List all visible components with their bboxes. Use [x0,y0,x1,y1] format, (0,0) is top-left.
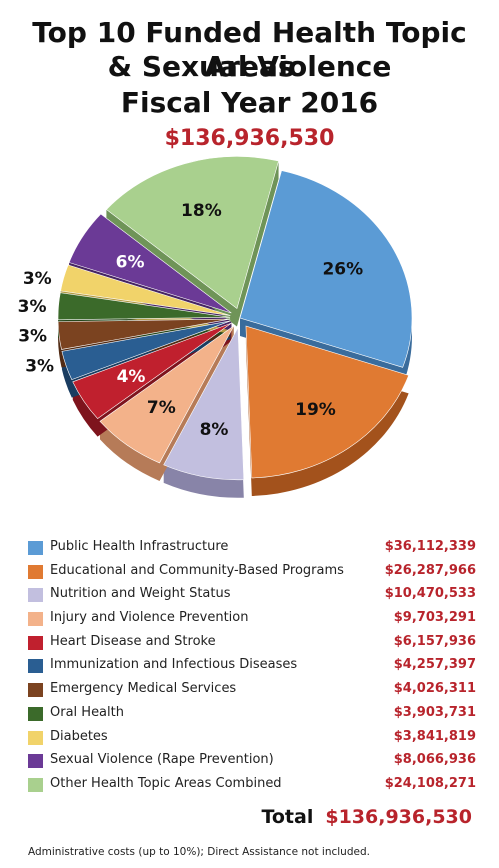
legend-swatch [28,612,43,627]
total-value: $136,936,530 [325,806,472,828]
legend-amount: $4,257,397 [393,657,476,673]
pie-slice-side-public-health-infrastructure [240,170,412,386]
legend-swatch [28,706,43,721]
legend-label: Public Health Infrastructure [50,539,229,554]
chart-title-line-2: & Sexual Violence [107,50,392,83]
legend-amount: $10,470,533 [384,586,476,602]
pie-slice-other-health-topic-areas-combined [105,156,279,309]
legend-amount: $26,287,966 [384,562,476,578]
legend-amount: $3,903,731 [393,704,476,720]
legend-label: Educational and Community-Based Programs [50,562,344,578]
pie-slice-injury-and-violence-prevention [99,325,235,464]
pie-chart: 26% 19% 8% 7%4% 3% 3% 3% 3% 6% 18% [18,156,413,498]
legend-amount: $9,703,291 [393,610,476,626]
pie-slice-public-health-infrastructure [239,170,413,368]
legend-item-other-health-topic-areas-combined: Other Health Topic Areas Combined $24,108… [28,775,476,799]
pie-slice-oral-health [57,292,231,321]
pie-slice-diabetes [60,264,231,316]
pie-slice-side-sexual-violence-rape-prevention [69,214,232,331]
legend-swatch [28,777,43,792]
legend-label: Other Health Topic Areas Combined [50,775,282,791]
legend-item-injury-and-violence-prevention: Injury and Violence Prevention $9,703,291 [28,609,476,633]
chart-total-amount: $136,936,530 [164,126,335,151]
legend-amount: $24,108,271 [384,775,476,791]
legend-swatch [28,754,43,769]
pie-label-educational-and-community-based-programs: 19% [295,400,336,420]
pie-label-nutrition-and-weight-status: 8% [200,420,229,440]
legend-label: Injury and Violence Prevention [50,610,249,626]
legend-label: Heart Disease and Stroke [50,633,216,649]
legend-swatch [28,659,43,674]
legend-label: Emergency Medical Services [50,681,237,697]
total-row: Total $136,936,530 [0,806,472,828]
pie-label-sexual-violence-rape-prevention: 6% [116,252,145,272]
pie-label-heart-disease-and-stroke: 4% [117,367,146,387]
pie-slice-sexual-violence-rape-prevention [68,213,232,314]
pie-slice-educational-and-community-based-programs [245,325,410,479]
legend-swatch [28,730,43,745]
pie-label-diabetes: 3% [23,269,52,289]
legend-item-nutrition-and-weight-status: Nutrition and Weight Status $10,470,533 [28,585,476,609]
pie-slice-heart-disease-and-stroke [72,322,232,420]
legend-swatch [28,564,43,579]
legend-label: Diabetes [50,728,108,744]
pie-label-oral-health: 3% [18,297,47,317]
pie-slice-side-other-health-topic-areas-combined [106,160,279,327]
legend-label: Sexual Violence (Rape Prevention) [50,752,274,768]
chart-title-line-3: Fiscal Year 2016 [120,86,379,119]
legend-item-diabetes: Diabetes $3,841,819 [28,728,476,752]
legend-amount: $6,157,936 [393,633,476,649]
chart-title-line-1: Top 10 Funded Health Topic Areas [32,16,467,83]
pie-slice-emergency-medical-services [57,318,231,350]
legend-item-oral-health: Oral Health $3,903,731 [28,704,476,728]
pie-label-injury-and-violence-prevention: 7% [147,398,176,418]
pie-slice-nutrition-and-weight-status [163,326,245,481]
legend-swatch [28,541,43,555]
pie-label-other-health-topic-areas-combined: 18% [181,201,222,221]
legend-swatch [28,683,43,698]
legend-item-public-health-infrastructure: Public Health Infrastructure $36,112,339 [28,538,476,562]
footnote: Administrative costs (up to 10%); Direct… [28,846,370,858]
legend-label: Oral Health [50,704,124,720]
legend-item-sexual-violence-rape-prevention: Sexual Violence (Rape Prevention) $8,066,… [28,751,476,775]
pie-label-immunization-and-infectious-diseases: 3% [25,357,54,377]
legend-item-immunization-and-infectious-diseases: Immunization and Infectious Diseases $4,2… [28,656,476,680]
legend-swatch [28,588,43,603]
legend-item-emergency-medical-services: Emergency Medical Services $4,026,311 [28,680,476,704]
total-label: Total [261,806,314,828]
pie-label-public-health-infrastructure: 26% [322,260,363,280]
legend-amount: $8,066,936 [393,752,476,768]
pie-label-emergency-medical-services: 3% [18,327,47,347]
pie-slice-immunization-and-infectious-diseases [61,320,231,381]
legend-item-educational-and-community-based-programs: Educational and Community-Based Programs… [28,562,476,586]
legend-amount: $3,841,819 [393,728,476,744]
legend-item-heart-disease-and-stroke: Heart Disease and Stroke $6,157,936 [28,633,476,657]
legend-swatch [28,635,43,650]
legend-label: Nutrition and Weight Status [50,586,231,602]
legend-amount: $36,112,339 [384,539,476,554]
legend: Public Health Infrastructure $36,112,339 E… [28,538,476,799]
legend-label: Immunization and Infectious Diseases [50,657,298,673]
legend-amount: $4,026,311 [393,681,476,697]
